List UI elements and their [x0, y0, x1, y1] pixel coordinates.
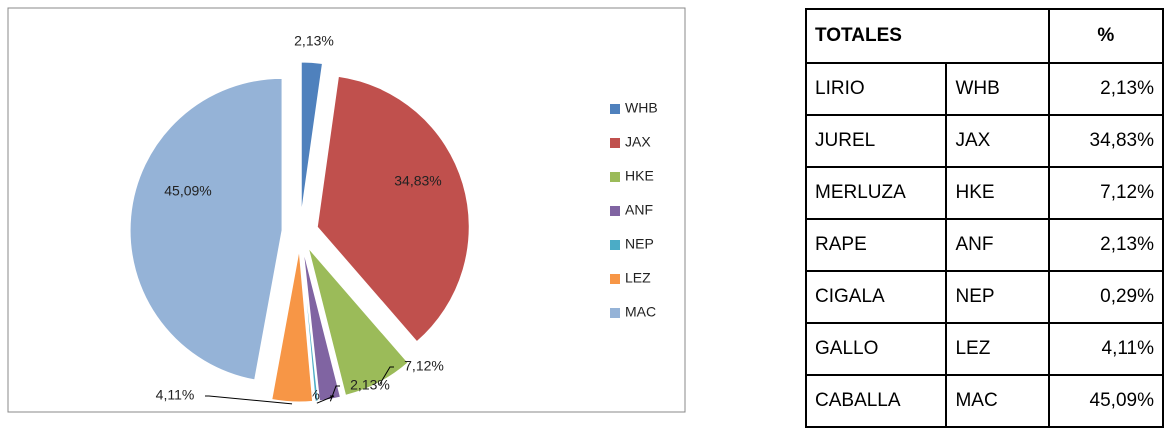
pie-slice	[129, 77, 283, 381]
legend-swatch	[610, 240, 620, 250]
table-row: GALLO LEZ 4,11%	[804, 322, 1164, 376]
table-cell: ANF	[945, 218, 1050, 272]
legend-swatch	[610, 206, 620, 216]
header-cell: TOTALES	[805, 8, 1050, 64]
table-cell: MAC	[945, 374, 1050, 428]
legend-swatch	[610, 308, 620, 318]
table-cell: JAX	[945, 114, 1050, 168]
legend-label: ANF	[625, 202, 653, 218]
table-cell: 4,11%	[1047, 322, 1164, 376]
legend-swatch	[610, 138, 620, 148]
chart: 2,13%34,83%7,12%2,13%0,29%4,11%45,09%WHB…	[7, 7, 686, 413]
table-cell: LIRIO	[804, 62, 948, 116]
data-label: 45,09%	[164, 183, 211, 199]
table-cell: 34,83%	[1047, 114, 1164, 168]
data-label: 7,12%	[404, 358, 444, 374]
data-label: 34,83%	[394, 173, 441, 189]
table-cell: HKE	[945, 166, 1050, 220]
legend-label: JAX	[625, 134, 651, 150]
table-cell: 45,09%	[1047, 374, 1164, 428]
table-cell: WHB	[945, 62, 1050, 116]
data-label: 2,13%	[350, 377, 390, 393]
table-row: JUREL JAX 34,83%	[804, 114, 1164, 168]
table-cell: GALLO	[804, 322, 948, 376]
legend-label: NEP	[625, 236, 654, 252]
table-cell: 2,13%	[1047, 62, 1164, 116]
pie-slice	[300, 61, 324, 215]
data-label: 4,11%	[156, 387, 195, 403]
legend-label: MAC	[625, 304, 656, 320]
table-cell: 7,12%	[1047, 166, 1164, 220]
legend-swatch	[610, 104, 620, 114]
table-cell: 2,13%	[1047, 218, 1164, 272]
table-row: RAPE ANF 2,13%	[804, 218, 1164, 272]
pie-slice	[307, 247, 409, 396]
table-row: CABALLA MAC 45,09%	[804, 374, 1164, 428]
table-row: CIGALA NEP 0,29%	[804, 270, 1164, 324]
table-cell: MERLUZA	[804, 166, 948, 220]
table-cell: JUREL	[804, 114, 948, 168]
data-label: 2,13%	[294, 33, 334, 49]
leader-line	[205, 395, 293, 405]
legend-label: HKE	[625, 168, 654, 184]
table-cell: LEZ	[945, 322, 1050, 376]
legend-label: LEZ	[625, 270, 651, 286]
legend-label: WHB	[625, 100, 658, 116]
table-cell: 0,29%	[1047, 270, 1164, 324]
table-cell: CIGALA	[804, 270, 948, 324]
legend-swatch	[610, 274, 620, 284]
header-cell: %	[1047, 8, 1164, 64]
table: TOTALES% LIRIO WHB 2,13% JUREL JAX 34,83% MERLU…	[804, 8, 1164, 428]
pie-slice	[301, 249, 319, 402]
header-row: TOTALES%	[805, 8, 1164, 64]
table-cell: RAPE	[804, 218, 948, 272]
leader-line	[379, 366, 394, 385]
pie-slice	[316, 75, 470, 343]
table-row: MERLUZA HKE 7,12%	[804, 166, 1164, 220]
table-cell: CABALLA	[804, 374, 948, 428]
legend-swatch	[610, 172, 620, 182]
table-row: LIRIO WHB 2,13%	[804, 62, 1164, 116]
table-cell: NEP	[945, 270, 1050, 324]
pie-slice	[271, 249, 314, 403]
leader-line	[316, 395, 335, 404]
pie-slice	[302, 249, 342, 402]
